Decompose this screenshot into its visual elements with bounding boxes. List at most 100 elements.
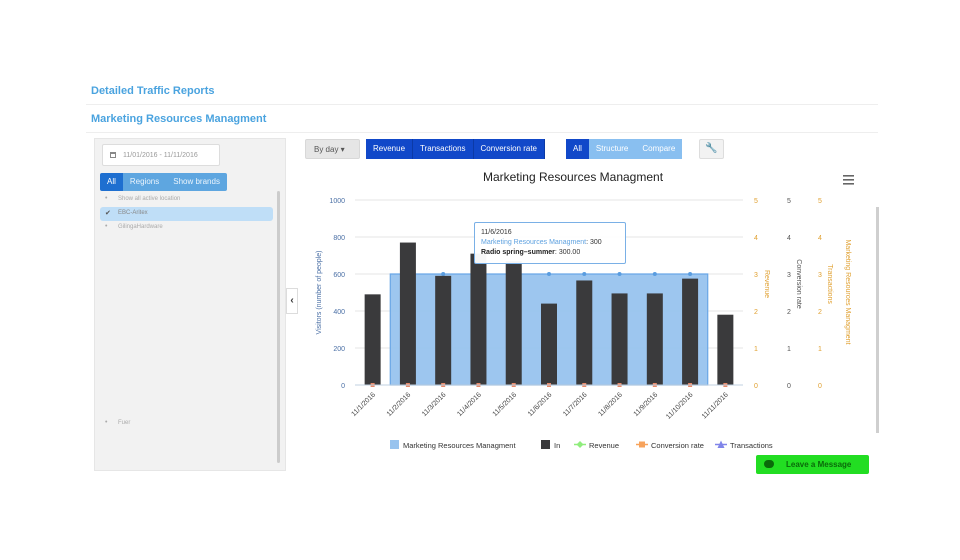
legend-label: Revenue [589, 441, 619, 450]
y-tick-label: 1000 [329, 198, 345, 205]
x-tick-label: 11/6/2016 [527, 391, 554, 418]
sidebar-filter-tabs: All Regions Show brands [100, 173, 227, 191]
date-range-picker[interactable]: 11/01/2016 - 11/11/2016 [102, 144, 220, 166]
bullet-icon: • [105, 195, 108, 202]
right-y-tick-label: 1 [787, 346, 791, 353]
collapse-sidebar-button[interactable]: ‹ [286, 288, 298, 314]
y-tick-label: 800 [333, 235, 345, 242]
chevron-left-icon: ‹ [290, 295, 294, 306]
location-list-item[interactable]: • GilingaHardware [100, 221, 273, 235]
x-tick-label: 11/2/2016 [386, 391, 413, 418]
bar-in [717, 314, 734, 385]
right-y-tick-label: 4 [818, 235, 822, 242]
right-y-tick-label: 4 [754, 235, 758, 242]
right-y-tick-label: 2 [787, 309, 791, 316]
chart-scrollbar[interactable] [876, 207, 879, 433]
y-tick-label: 0 [341, 383, 345, 390]
right-y-tick-label: 3 [818, 272, 822, 279]
right-y-tick-label: 5 [787, 198, 791, 205]
legend-label: In [554, 441, 560, 450]
area-point [617, 272, 622, 276]
view-button-group: All Structure Compare [566, 139, 683, 159]
area-point [441, 272, 446, 276]
x-tick-label: 11/5/2016 [492, 391, 519, 418]
list-item-label: GilingaHardware [118, 224, 163, 230]
sidebar-panel: 11/01/2016 - 11/11/2016 All Regions Show b… [94, 138, 286, 471]
right-y-tick-label: 5 [818, 198, 822, 205]
right-axis-title: Marketing Resources Managment [844, 239, 851, 344]
bar-in [399, 242, 416, 385]
right-axis-title: Transactions [826, 264, 833, 304]
legend-marker [576, 441, 584, 448]
period-dropdown[interactable]: By day ▾ [305, 139, 360, 159]
bar-in [611, 293, 628, 385]
location-list: • Show all active location ✔ EBC-Aritex • Gil… [100, 193, 273, 235]
leave-message-button[interactable]: Leave a Message [756, 455, 869, 474]
bar-in [364, 294, 381, 385]
settings-wrench-button[interactable]: 🔧 [699, 139, 724, 159]
tooltip-series-value: 300 [589, 239, 602, 246]
right-axis-title: Conversion rate [795, 259, 802, 309]
right-y-tick-label: 3 [754, 272, 758, 279]
hamburger-menu-icon[interactable] [843, 175, 854, 185]
section-divider [86, 132, 878, 133]
metric-button-conversion-rate[interactable]: Conversion rate [473, 139, 546, 159]
sidebar-tab-show-brands[interactable]: Show brands [166, 173, 227, 191]
view-button-compare[interactable]: Compare [635, 139, 683, 159]
x-tick-label: 11/3/2016 [421, 391, 448, 418]
checkmark-icon: ✔ [105, 210, 111, 217]
y-tick-label: 400 [333, 309, 345, 316]
sidebar-tab-regions[interactable]: Regions [122, 173, 167, 191]
list-item-label: EBC-Aritex [118, 210, 148, 216]
x-tick-label: 11/8/2016 [597, 391, 624, 418]
bullet-icon: • [105, 223, 108, 230]
right-y-tick-label: 0 [787, 383, 791, 390]
bar-in [646, 293, 663, 385]
right-y-tick-label: 2 [754, 309, 758, 316]
right-y-tick-label: 0 [818, 383, 822, 390]
tooltip-campaign-label: Radio spring–summer [481, 249, 555, 256]
y-tick-label: 600 [333, 272, 345, 279]
right-y-tick-label: 5 [754, 198, 758, 205]
x-tick-label: 11/1/2016 [350, 391, 377, 418]
tooltip-series-row: Marketing Resources Managment: 300 [481, 239, 602, 246]
location-list-item[interactable]: • Show all active location [100, 193, 273, 207]
legend-label: Conversion rate [651, 441, 704, 450]
list-item-label: Fuer [118, 420, 131, 426]
area-point [652, 272, 657, 276]
right-y-tick-label: 1 [754, 346, 758, 353]
area-point [547, 272, 551, 276]
y-tick-label: 200 [333, 346, 345, 353]
location-list-footer: • Fuer [100, 417, 273, 431]
right-y-tick-label: 2 [818, 309, 822, 316]
y-axis-title: Visitors (number of people) [316, 251, 323, 335]
x-tick-label: 11/4/2016 [456, 391, 483, 418]
x-tick-label: 11/9/2016 [633, 391, 660, 418]
view-button-all[interactable]: All [566, 139, 589, 159]
list-item-footer[interactable]: • Fuer [100, 417, 273, 431]
section-title: Marketing Resources Managment [91, 113, 267, 125]
right-y-tick-label: 3 [787, 272, 791, 279]
bar-in [541, 303, 557, 385]
bar-in [470, 253, 487, 385]
right-y-tick-label: 1 [818, 346, 822, 353]
leave-message-label: Leave a Message [786, 460, 852, 469]
legend-marker [639, 441, 645, 448]
legend-label: Transactions [730, 441, 773, 450]
tooltip-campaign-row: Radio spring–summer: 300.00 [481, 249, 581, 256]
sidebar-scrollbar[interactable] [277, 191, 280, 463]
right-axis-title: Revenue [763, 270, 770, 298]
tooltip-series-label: Marketing Resources Managment [481, 239, 587, 246]
title-divider [86, 104, 878, 105]
legend-swatch [541, 440, 550, 449]
metric-button-revenue[interactable]: Revenue [366, 139, 414, 159]
view-button-structure[interactable]: Structure [588, 139, 636, 159]
bar-in [682, 278, 699, 385]
location-list-item[interactable]: ✔ EBC-Aritex [100, 207, 273, 221]
date-range-text: 11/01/2016 - 11/11/2016 [123, 152, 198, 159]
metric-button-transactions[interactable]: Transactions [413, 139, 474, 159]
sidebar-tab-all[interactable]: All [100, 173, 123, 191]
chart-title: Marketing Resources Managment [483, 170, 664, 184]
x-tick-label: 11/7/2016 [562, 391, 589, 418]
